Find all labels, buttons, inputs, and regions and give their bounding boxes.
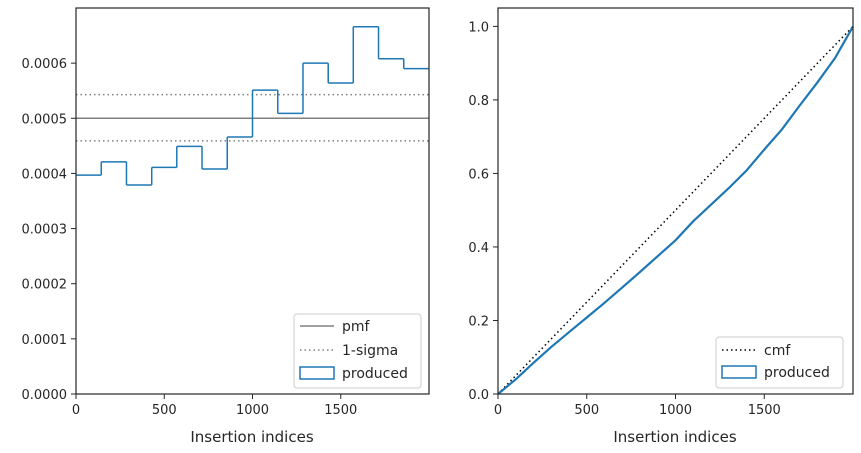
x-axis-ticks: 0 500 1000 1500 (494, 394, 781, 418)
legend-produced-label: produced (764, 365, 830, 381)
cumulative-series (497, 25, 854, 395)
axes-frame (497, 7, 854, 395)
y-tick-label: 0.0002 (22, 278, 68, 293)
legend-cmf-label: cmf (764, 343, 791, 359)
x-axis-label: Insertion indices (613, 428, 736, 446)
y-axis-ticks: 0.0000 0.0001 0.0002 0.0003 0.0004 0.0005 0.00… (22, 57, 76, 403)
histogram-panel: 0 500 1000 1500 0.00000.00010.00020.00030.0… (22, 7, 430, 446)
x-tick-label: 500 (574, 403, 599, 418)
legend: cmf produced (715, 336, 844, 389)
y-tick-label: 0.0000 (22, 388, 68, 403)
y-tick-label: 0.8 (468, 94, 489, 109)
x-tick-label: 0 (494, 403, 502, 418)
legend: pmf 1-sigma produced (293, 313, 422, 389)
x-tick-label: 1500 (324, 403, 357, 418)
y-axis-ticks: 0.0 0.2 0.4 0.6 0.8 1.0 (468, 20, 498, 403)
legend-produced-swatch (299, 366, 335, 380)
legend-sigma-label: 1-sigma (342, 343, 398, 359)
y-tick-label: 1.0 (468, 20, 489, 35)
x-axis-label: Insertion indices (190, 428, 313, 446)
x-tick-label: 1000 (659, 403, 692, 418)
histogram-series (76, 25, 429, 186)
x-axis-ticks: 0 500 1000 1500 (72, 394, 357, 418)
x-tick-label: 500 (152, 403, 177, 418)
y-tick-label: 0.0005 (22, 112, 68, 127)
y-tick-label: 0.0001 (22, 333, 68, 348)
legend-produced-swatch (721, 365, 757, 379)
series-produced (497, 25, 854, 395)
y-tick-label: 0.4 (468, 241, 489, 256)
legend-produced-label: produced (342, 366, 408, 382)
cumulative-panel: 0 500 1000 1500 0.0 0.2 0.4 0.6 0.8 1.0 Insertio… (468, 7, 854, 446)
y-tick-label: 0.0006 (22, 57, 68, 72)
y-tick-label: 0.2 (468, 314, 489, 329)
y-tick-label: 0.0 (468, 388, 489, 403)
legend-pmf-label: pmf (342, 319, 371, 335)
y-tick-label: 0.6 (468, 167, 489, 182)
y-tick-label: 0.0004 (22, 167, 68, 182)
x-tick-label: 1500 (748, 403, 781, 418)
x-tick-label: 1000 (236, 403, 269, 418)
x-tick-label: 0 (72, 403, 80, 418)
y-tick-label: 0.0003 (22, 223, 68, 238)
